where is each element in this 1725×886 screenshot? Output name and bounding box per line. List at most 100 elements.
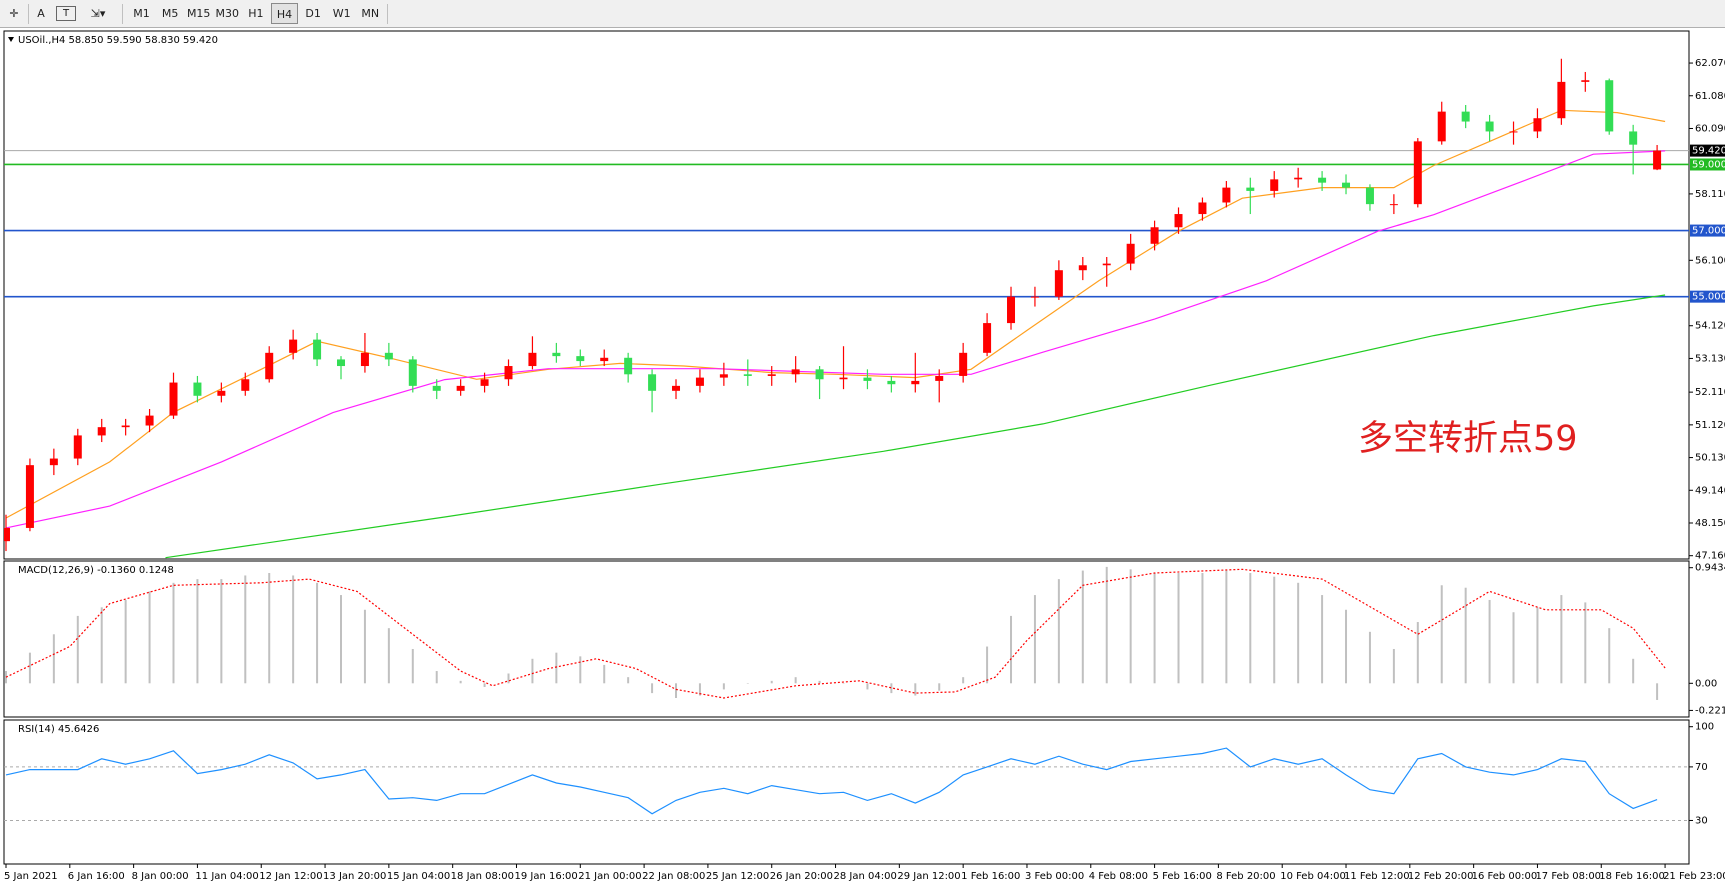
period-button[interactable]: MN: [361, 7, 380, 20]
period-button[interactable]: M5: [161, 7, 179, 20]
candle-body: [672, 385, 681, 391]
x-tick-label: 29 Jan 12:00: [897, 871, 960, 882]
candle-body: [289, 339, 298, 353]
candle-body: [1413, 141, 1422, 205]
candle-body: [73, 435, 82, 459]
macd-bar: [124, 599, 127, 684]
macd-bar: [579, 656, 582, 684]
macd-bar: [1368, 631, 1371, 684]
y-tick-label: -0.2213: [1695, 705, 1725, 716]
candle-body: [1270, 179, 1279, 191]
collapse-arrow: [8, 37, 14, 42]
rsi-line: [5, 747, 1658, 815]
macd-bar: [938, 683, 941, 691]
period-button[interactable]: M30: [215, 7, 240, 20]
macd-bar: [411, 648, 414, 684]
candle-body: [1389, 204, 1398, 206]
macd-bar: [651, 683, 654, 694]
candle-body: [1557, 81, 1566, 119]
candle-body: [648, 374, 657, 391]
macd-bar: [316, 582, 319, 684]
macd-bar: [148, 591, 151, 684]
text-tool[interactable]: A: [37, 7, 45, 20]
candle-body: [1485, 121, 1494, 132]
macd-bar: [1416, 622, 1419, 684]
candle-body: [528, 352, 537, 367]
y-tick-label: 56.100: [1695, 255, 1725, 266]
candle-body: [1581, 80, 1590, 82]
macd-bar: [1081, 570, 1084, 684]
macd-bar: [340, 595, 343, 684]
macd-bar: [986, 646, 989, 684]
moving-average: [5, 150, 1666, 529]
candle-body: [719, 374, 728, 378]
macd-bar: [76, 615, 79, 684]
shapes-tool[interactable]: ⇲▾: [90, 7, 106, 20]
macd-bar: [1201, 573, 1204, 684]
macd-bar: [1129, 569, 1132, 684]
candle-body: [624, 357, 633, 375]
period-button[interactable]: D1: [305, 7, 321, 20]
candle-body: [695, 377, 704, 386]
period-button[interactable]: M15: [186, 7, 211, 20]
chart: 62.070 61.080 60.090 58.110 56.100 54.120 53.1…: [3, 30, 1725, 882]
macd-bar: [1345, 609, 1348, 684]
macd-bar: [1392, 648, 1395, 684]
macd-bar: [1488, 599, 1491, 684]
candle-body: [743, 374, 752, 376]
macd-bar: [890, 683, 893, 694]
level-label: 59.420: [1692, 146, 1725, 157]
x-tick-label: 13 Jan 20:00: [323, 871, 386, 882]
x-tick-label: 6 Jan 16:00: [68, 871, 125, 882]
candle-body: [360, 352, 369, 367]
x-tick-label: 17 Feb 08:00: [1535, 871, 1601, 882]
x-tick-label: 16 Feb 00:00: [1472, 871, 1538, 882]
y-tick-label: 47.160: [1695, 551, 1725, 562]
candle-body: [863, 377, 872, 381]
macd-bar: [1249, 573, 1252, 684]
period-button[interactable]: H1: [248, 7, 264, 20]
annotation: 多空转折点59: [1358, 419, 1578, 459]
macd-bar: [1656, 683, 1659, 700]
macd-bar: [1153, 573, 1156, 684]
candle-body: [1365, 187, 1374, 205]
x-tick-label: 21 Jan 00:00: [578, 871, 641, 882]
signal-line: [5, 568, 1666, 699]
period-button[interactable]: H4: [271, 3, 298, 24]
y-tick-label: 48.150: [1695, 518, 1725, 529]
x-tick-label: 11 Jan 04:00: [195, 871, 258, 882]
x-tick-label: 5 Jan 2021: [4, 871, 58, 882]
candle-body: [1030, 296, 1039, 298]
level-tag: [1690, 144, 1725, 157]
panel-header: MACD(12,26,9) -0.1360 0.1248: [18, 565, 174, 576]
macd-bar: [1010, 615, 1013, 684]
candle-body: [25, 465, 34, 528]
y-tick-label: 50.130: [1695, 453, 1725, 464]
macd-bar: [507, 673, 510, 684]
macd-bar: [1105, 566, 1108, 684]
y-tick-label: 58.110: [1695, 189, 1725, 200]
candle-body: [1246, 187, 1255, 191]
macd-bar: [1033, 595, 1036, 684]
x-tick-label: 25 Jan 12:00: [706, 871, 769, 882]
macd-bar: [363, 609, 366, 684]
macd-bar: [1057, 579, 1060, 684]
x-tick-label: 28 Jan 04:00: [834, 871, 897, 882]
macd-bar: [1225, 570, 1228, 684]
y-tick-label: 52.110: [1695, 387, 1725, 398]
y-tick-label: 60.090: [1695, 123, 1725, 134]
crosshair-tool[interactable]: ✛: [9, 7, 19, 20]
period-button[interactable]: W1: [332, 7, 351, 20]
candle-body: [265, 352, 274, 380]
candle-body: [4, 527, 10, 542]
level-tag: [1690, 158, 1725, 171]
period-button[interactable]: M1: [133, 7, 150, 20]
macd-bar: [100, 607, 103, 684]
candle-body: [432, 385, 441, 391]
label-tool[interactable]: T: [56, 6, 76, 21]
candle-body: [1222, 187, 1231, 203]
candle-body: [1007, 296, 1016, 324]
macd-bar: [1512, 612, 1515, 684]
x-tick-label: 10 Feb 04:00: [1280, 871, 1346, 882]
